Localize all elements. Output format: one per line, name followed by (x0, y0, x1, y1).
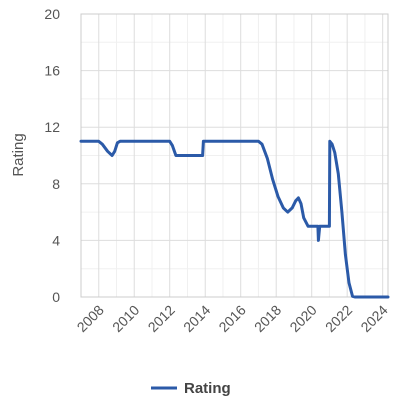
grid-lines (80, 13, 389, 298)
series-layer (79, 139, 390, 299)
legend-label-rating: Rating (184, 380, 231, 397)
y-tick-label: 4 (52, 232, 60, 248)
x-tick-label: 2012 (145, 302, 178, 335)
x-tick-label: 2020 (286, 302, 319, 335)
plot-frame (80, 13, 389, 298)
y-tick-label: 8 (52, 176, 60, 192)
x-tick-label: 2016 (215, 302, 248, 335)
y-tick-label: 12 (44, 119, 60, 135)
legend[interactable]: Rating (151, 380, 231, 397)
y-tick-label: 20 (44, 6, 60, 22)
x-tick-label: 2024 (357, 302, 390, 335)
y-axis-title: Rating (10, 133, 27, 176)
x-tick-label: 2010 (109, 302, 142, 335)
x-tick-label: 2018 (251, 302, 284, 335)
y-tick-labels: 0 4 8 12 16 20 (44, 6, 60, 305)
x-tick-labels: 2008 2010 2012 2014 2016 2018 2020 2022 2024 (74, 302, 391, 335)
x-tick-label: 2014 (180, 302, 213, 335)
x-tick-label: 2022 (322, 302, 355, 335)
y-tick-label: 0 (52, 289, 60, 305)
y-tick-label: 16 (44, 63, 60, 79)
x-tick-label: 2008 (74, 302, 107, 335)
series-line-rating (79, 139, 390, 299)
